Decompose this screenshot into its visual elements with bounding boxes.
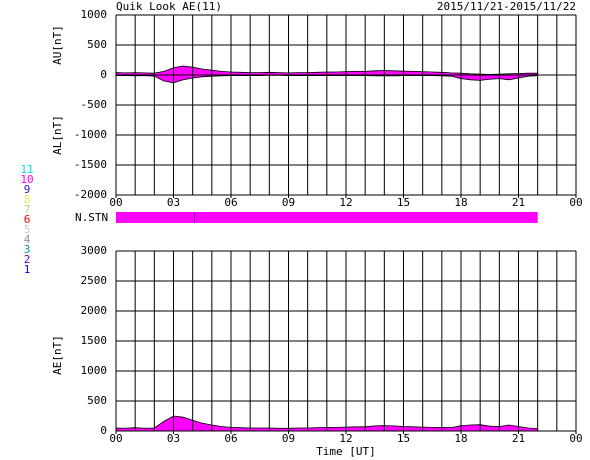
y-tick-label: 0 [100, 68, 107, 81]
legend-entry: 9 [24, 183, 31, 196]
y-tick-label: 500 [87, 38, 107, 51]
y-tick-label: 1500 [81, 334, 108, 347]
legend-entry: 10 [20, 173, 33, 186]
x-tick-label: 12 [339, 432, 352, 445]
area [115, 65, 539, 76]
y-axis-label: AL[nT] [51, 115, 64, 155]
area [115, 415, 539, 432]
legend-entry: 8 [24, 193, 31, 206]
x-tick-label: 00 [569, 196, 582, 209]
date-range: 2015/11/21-2015/11/22 [437, 0, 576, 13]
legend-entry: 5 [24, 223, 31, 236]
y-tick-label: -2000 [74, 188, 107, 201]
y-tick-label: 2500 [81, 274, 108, 287]
x-tick-label: 12 [339, 196, 352, 209]
legend-entry: 7 [24, 203, 31, 216]
x-tick-label: 00 [109, 196, 122, 209]
legend-entry: 2 [24, 253, 31, 266]
x-tick-label: 18 [454, 432, 467, 445]
legend-entry: 3 [24, 243, 31, 256]
x-tick-label: 00 [569, 432, 582, 445]
x-axis-label: Time [UT] [316, 445, 376, 458]
x-tick-label: 21 [512, 432, 525, 445]
station-label: N.STN [75, 211, 108, 224]
x-tick-label: 09 [282, 432, 295, 445]
station-segment [194, 212, 538, 223]
x-tick-label: 03 [167, 432, 180, 445]
x-tick-label: 00 [109, 432, 122, 445]
y-tick-label: 2000 [81, 304, 108, 317]
y-tick-label: -1500 [74, 158, 107, 171]
y-tick-label: 3000 [81, 244, 108, 257]
y-axis-label: AU[nT] [51, 25, 64, 65]
x-tick-label: 15 [397, 196, 410, 209]
x-tick-label: 15 [397, 432, 410, 445]
legend-entry: 4 [24, 233, 31, 246]
y-tick-label: 0 [100, 424, 107, 437]
y-tick-label: -500 [81, 98, 108, 111]
y-tick-label: -1000 [74, 128, 107, 141]
y-axis-label: AE[nT] [51, 335, 64, 375]
area [115, 74, 539, 84]
y-tick-label: 1000 [81, 8, 108, 21]
x-tick-label: 03 [167, 196, 180, 209]
x-tick-label: 06 [224, 196, 237, 209]
x-tick-label: 09 [282, 196, 295, 209]
legend-entry: 11 [20, 163, 33, 176]
legend-entry: 6 [24, 213, 31, 226]
x-tick-label: 18 [454, 196, 467, 209]
y-tick-label: 1000 [81, 364, 108, 377]
chart-title: Quik Look AE(11) [116, 0, 222, 13]
x-tick-label: 06 [224, 432, 237, 445]
y-tick-label: 500 [87, 394, 107, 407]
legend-entry: 1 [24, 263, 31, 276]
station-segment [116, 212, 195, 223]
x-tick-label: 21 [512, 196, 525, 209]
